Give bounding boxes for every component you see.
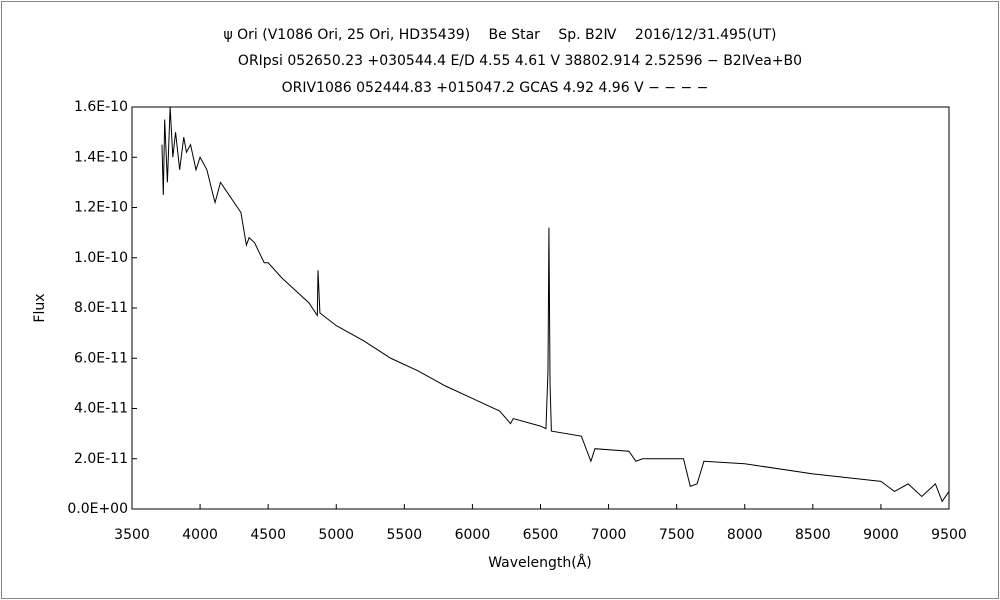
chart-subtitle: ORIV1086 052444.83 +015047.2 GCAS 4.92 4… [282,80,709,96]
y-tick-label: 1.4E-10 [74,149,128,165]
spectrum-line [161,106,950,503]
x-tick-label: 8000 [727,527,763,543]
x-tick-label: 6500 [523,527,559,543]
x-tick-label: 4500 [250,527,286,543]
x-tick-label: 9500 [931,527,967,543]
chart-title: ψ Ori (V1086 Ori, 25 Ori, HD35439) Be St… [223,27,776,43]
y-axis-label: Flux [32,293,48,322]
x-tick-label: 6000 [455,527,491,543]
x-axis-label: Wavelength(Å) [488,554,592,571]
x-tick-label: 7500 [659,527,695,543]
x-tick-label: 5000 [318,527,354,543]
x-tick-label: 3500 [114,527,150,543]
y-tick-label: 0.0E+00 [67,501,128,517]
x-tick-label: 5500 [387,527,423,543]
y-tick-label: 4.0E-11 [74,401,128,417]
x-tick-label: 9000 [863,527,899,543]
chart-subtitle: ORIpsi 052650.23 +030544.4 E/D 4.55 4.61… [238,53,802,69]
y-tick-label: 8.0E-11 [74,300,128,316]
y-tick-label: 6.0E-11 [74,350,128,366]
y-tick-label: 1.2E-10 [74,200,128,216]
y-tick-label: 1.0E-10 [74,250,128,266]
y-tick-label: 2.0E-11 [74,451,128,467]
x-tick-label: 8500 [795,527,831,543]
x-tick-label: 7000 [591,527,627,543]
x-tick-label: 4000 [182,527,218,543]
y-tick-label: 1.6E-10 [74,99,128,115]
